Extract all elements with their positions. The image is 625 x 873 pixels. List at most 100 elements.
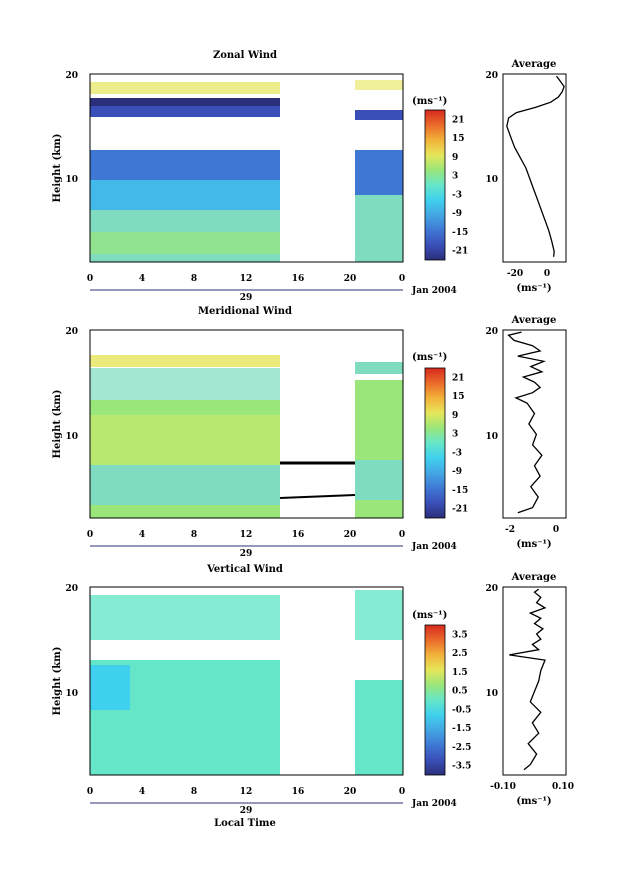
field-layer <box>355 110 403 120</box>
profile-line <box>507 331 547 514</box>
profile-line <box>509 588 547 771</box>
field-layer <box>90 175 280 210</box>
field-layer <box>355 362 403 374</box>
x-tick-label: 12 <box>240 530 253 540</box>
colorbar-units: (ms⁻¹) <box>412 96 447 107</box>
y-ticks: 20 10 <box>65 584 78 699</box>
heatmap-field <box>90 80 403 262</box>
profile-frame <box>502 586 567 776</box>
date-bar: 29 Jan 2004 <box>90 542 457 559</box>
profile-title: Average <box>511 572 557 583</box>
day-label: 29 <box>240 806 253 816</box>
plot-frame <box>89 73 404 263</box>
colorbar-tick-label: -9 <box>452 467 462 477</box>
profile-x-tick: 0 <box>553 525 559 535</box>
colorbar-units: (ms⁻¹) <box>412 610 447 621</box>
y-tick-label: 10 <box>65 689 78 699</box>
colorbar-tick-label: -3 <box>452 448 462 458</box>
profile-title: Average <box>511 315 557 326</box>
x-ticks: 0 4 8 12 16 20 0 <box>87 274 405 284</box>
field-layer <box>355 680 403 775</box>
profile-x-tick: -20 <box>507 269 523 279</box>
y-axis-label: Height (km) <box>52 647 63 716</box>
x-ticks: 0 4 8 12 16 20 0 <box>87 787 405 797</box>
profile-y-tick: 10 <box>485 689 498 699</box>
colorbar: (ms⁻¹) 21 15 9 3 -3 -9 -15 -21 <box>412 96 468 261</box>
heatmap-field <box>90 590 403 775</box>
x-tick-label: 8 <box>191 787 197 797</box>
colorbar-tick-label: -3.5 <box>452 762 471 772</box>
field-layer <box>90 82 280 94</box>
zonal-wind-panel: Zonal Wind 0 4 8 12 16 20 0 20 1 <box>52 50 567 303</box>
field-layer <box>355 195 403 262</box>
field-layer <box>355 80 403 90</box>
average-profile: Average 20 10 -0.10 0.10 (ms⁻¹) <box>485 572 573 807</box>
colorbar-tick-label: 3 <box>452 430 458 440</box>
x-tick-label: 16 <box>292 530 305 540</box>
x-tick-label: 4 <box>139 787 145 797</box>
field-layer <box>355 460 403 500</box>
y-tick-label: 20 <box>65 71 78 81</box>
profile-x-tick: 0 <box>544 269 550 279</box>
colorbar-ramp <box>424 624 446 776</box>
profile-units: (ms⁻¹) <box>516 796 551 807</box>
x-tick-label: 20 <box>344 530 357 540</box>
meridional-wind-panel: Meridional Wind 0 4 8 12 16 20 0 20 10 <box>52 306 567 559</box>
colorbar-tick-label: -9 <box>452 209 462 219</box>
heatmap-field <box>90 355 403 518</box>
profile-y-tick: 20 <box>485 71 498 81</box>
colorbar-tick-label: -3 <box>452 190 462 200</box>
field-layer <box>355 590 403 640</box>
x-tick-label: 0 <box>399 787 405 797</box>
colorbar: (ms⁻¹) 21 15 9 3 -3 -9 -15 -21 <box>412 352 468 519</box>
y-ticks: 20 10 <box>65 71 78 185</box>
profile-title: Average <box>511 59 557 70</box>
field-layer <box>90 150 280 180</box>
date-label: Jan 2004 <box>411 799 457 809</box>
x-tick-label: 12 <box>240 787 253 797</box>
colorbar-tick-label: 3.5 <box>452 630 468 640</box>
profile-x-tick: -2 <box>505 525 515 535</box>
field-layer <box>355 150 403 195</box>
y-tick-label: 10 <box>65 175 78 185</box>
x-tick-label: 16 <box>292 787 305 797</box>
profile-frame <box>502 329 567 519</box>
x-tick-label: 12 <box>240 274 253 284</box>
profile-y-tick: 20 <box>485 584 498 594</box>
field-layer <box>90 120 280 150</box>
plot-frame <box>89 329 404 519</box>
colorbar-tick-label: 21 <box>452 115 465 125</box>
vertical-wind-panel: Vertical Wind 0 4 8 12 16 20 0 20 10 Hei… <box>52 564 574 829</box>
field-layer <box>90 355 280 367</box>
x-tick-label: 0 <box>87 274 93 284</box>
y-tick-label: 20 <box>65 584 78 594</box>
x-tick-label: 0 <box>399 274 405 284</box>
x-tick-label: 20 <box>344 787 357 797</box>
x-tick-label: 16 <box>292 274 305 284</box>
profile-x-tick: -0.10 <box>490 782 516 792</box>
x-tick-label: 0 <box>399 530 405 540</box>
x-tick-label: 8 <box>191 274 197 284</box>
colorbar-tick-label: 9 <box>452 411 458 421</box>
day-label: 29 <box>240 549 253 559</box>
plot-frame <box>89 586 404 776</box>
colorbar-tick-label: 1.5 <box>452 668 468 678</box>
field-layer <box>90 595 280 640</box>
colorbar-tick-label: 15 <box>452 134 465 144</box>
colorbar-ticks: 3.5 2.5 1.5 0.5 -0.5 -1.5 -2.5 -3.5 <box>452 630 471 771</box>
x-axis-label: Local Time <box>214 818 276 829</box>
colorbar-ramp <box>424 109 446 261</box>
field-layer <box>90 98 280 106</box>
colorbar-tick-label: -15 <box>452 486 468 496</box>
chart-title: Meridional Wind <box>198 306 292 317</box>
colorbar-ticks: 21 15 9 3 -3 -9 -15 -21 <box>452 373 468 514</box>
average-profile: Average 20 10 -20 0 (ms⁻¹) <box>485 59 567 294</box>
field-layer <box>90 105 280 117</box>
field-layer <box>90 368 280 400</box>
field-layer <box>90 415 280 465</box>
colorbar-tick-label: -15 <box>452 228 468 238</box>
x-tick-label: 20 <box>344 274 357 284</box>
profile-y-tick: 10 <box>485 175 498 185</box>
x-ticks: 0 4 8 12 16 20 0 <box>87 530 405 540</box>
colorbar-tick-label: 9 <box>452 153 458 163</box>
